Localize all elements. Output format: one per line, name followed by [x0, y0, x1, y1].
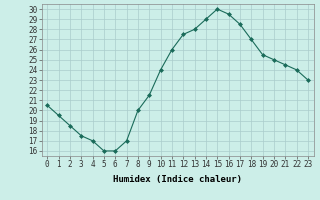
X-axis label: Humidex (Indice chaleur): Humidex (Indice chaleur): [113, 175, 242, 184]
